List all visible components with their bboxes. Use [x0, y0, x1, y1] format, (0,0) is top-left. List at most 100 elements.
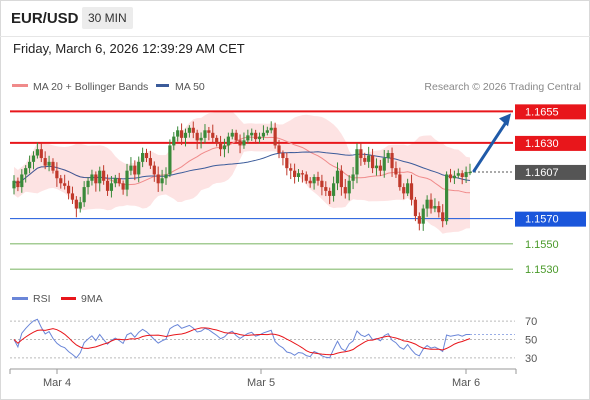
candle-body: [468, 171, 472, 174]
candle-body: [285, 158, 289, 169]
candle-body: [452, 175, 457, 179]
candle-body: [413, 199, 418, 217]
rsi-tick-label: 70: [525, 316, 537, 328]
candle-body: [105, 180, 110, 191]
time-axis-label: Mar 5: [247, 377, 275, 389]
candle-body: [12, 180, 16, 189]
candle-body: [234, 132, 238, 141]
candle-body: [74, 199, 78, 209]
candle-body: [66, 185, 71, 194]
symbol-label: EUR/USD: [11, 10, 79, 27]
rsi-ma-legend-label: 9MA: [81, 293, 103, 305]
candle-body: [367, 155, 371, 162]
candle-body: [20, 174, 24, 188]
candle-body: [335, 170, 340, 184]
candle-body: [374, 165, 379, 169]
level-value-label: 1.1630: [525, 138, 559, 150]
candle-body: [464, 171, 468, 177]
time-axis-label: Mar 4: [43, 377, 71, 389]
candle-body: [63, 183, 67, 186]
candle-body: [51, 161, 55, 171]
candle-body: [406, 183, 410, 194]
ma50-legend-swatch: [156, 84, 169, 87]
forecast-arrow-head: [499, 113, 511, 127]
candle-body: [250, 132, 254, 136]
candle-body: [308, 180, 312, 184]
level-tag-resistance: [515, 104, 586, 120]
candle-body: [31, 155, 36, 162]
candle-body: [113, 178, 117, 184]
candle-body: [242, 140, 246, 146]
level-tag-resistance: [515, 135, 586, 151]
candle-body: [331, 183, 336, 196]
candle-body: [429, 199, 433, 209]
candle-body: [277, 145, 281, 154]
level-value-label: 1.1607: [525, 167, 559, 179]
rsi-tick-label: 50: [525, 335, 537, 347]
candle-body: [94, 174, 98, 184]
candle-body: [363, 158, 367, 162]
candle-body: [70, 193, 75, 200]
rsi-legend-swatch: [12, 297, 28, 300]
candle-body: [121, 183, 125, 190]
level-value-label: 1.1530: [525, 264, 559, 276]
candle-body: [445, 174, 449, 222]
candle-body: [179, 130, 184, 138]
candle-body: [215, 137, 219, 143]
level-tag-current: [515, 164, 586, 180]
candle-body: [133, 165, 137, 175]
candle-body: [370, 155, 375, 169]
candle-body: [289, 168, 293, 171]
ma50-legend-label: MA 50: [175, 81, 205, 93]
candle-body: [296, 173, 301, 177]
timeframe-badge[interactable]: 30 MIN: [82, 7, 133, 29]
candle-body: [187, 127, 191, 133]
rsi-ma-legend-swatch: [61, 297, 76, 300]
candle-body: [129, 165, 133, 171]
candle-body: [382, 158, 386, 171]
rsi-line: [13, 318, 470, 359]
candle-body: [35, 149, 39, 156]
candle-body: [398, 174, 402, 188]
candle-body: [195, 132, 199, 141]
candle-body: [24, 168, 28, 175]
candle-body: [246, 135, 250, 141]
candle-body: [98, 170, 102, 184]
candle-body: [43, 158, 47, 166]
candle-body: [137, 161, 141, 175]
candle-body: [160, 178, 164, 184]
candle-body: [164, 174, 168, 179]
candle-body: [207, 130, 211, 133]
candle-body: [222, 145, 227, 150]
candle-body: [226, 136, 230, 146]
candle-body: [172, 136, 176, 146]
candle-body: [324, 187, 328, 191]
ma20-legend-swatch: [12, 84, 28, 87]
candle-body: [448, 174, 453, 179]
candle-body: [238, 140, 242, 146]
candle-body: [59, 178, 63, 184]
candle-body: [254, 132, 258, 140]
candle-body: [417, 216, 421, 224]
candle-body: [90, 174, 94, 181]
candle-body: [152, 165, 156, 175]
candle-body: [148, 158, 153, 166]
time-axis-label: Mar 6: [452, 377, 480, 389]
forecast-arrow-line: [472, 120, 508, 173]
candle-body: [386, 153, 390, 159]
candle-body: [312, 176, 316, 184]
candle-body: [343, 187, 347, 194]
candle-body: [109, 183, 114, 191]
level-value-label: 1.1550: [525, 239, 559, 251]
candle-body: [437, 206, 441, 213]
candle-body: [144, 153, 149, 159]
rsi-ma-line: [13, 327, 471, 356]
candle-body: [328, 190, 332, 196]
candle-body: [156, 174, 160, 184]
candle-body: [78, 202, 82, 209]
candle-body: [355, 149, 359, 175]
candle-body: [125, 170, 129, 190]
level-tag-pivot: [515, 211, 586, 227]
candle-body: [27, 161, 32, 169]
